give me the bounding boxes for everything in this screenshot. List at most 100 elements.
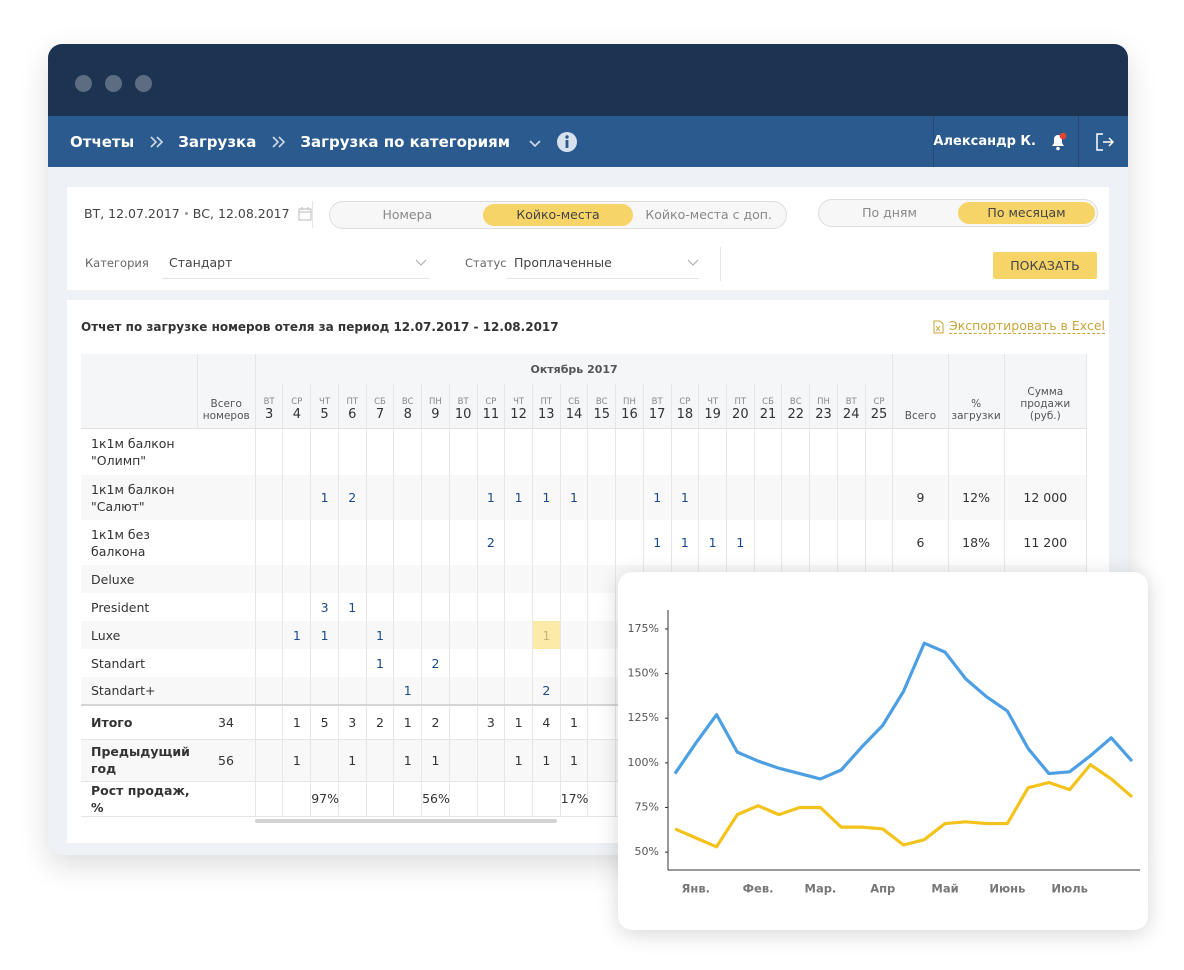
show-button[interactable]: ПОКАЗАТЬ (993, 252, 1097, 279)
table-head: Всего номеров Октябрь 2017 Всего% загрузки… (81, 354, 1088, 429)
day-cell (338, 621, 367, 649)
user-name[interactable]: Александр К. (933, 134, 1036, 149)
day-cell: 5 (310, 705, 339, 740)
weekday: СР (873, 396, 885, 407)
day-cell (532, 565, 561, 593)
row-name: Standart+ (91, 683, 156, 698)
bell-icon[interactable] (1048, 132, 1068, 152)
day-number: 8 (403, 406, 412, 422)
date-range[interactable]: ВТ, 12.07.2017 ВС, 12.08.2017 (84, 206, 312, 221)
sum-cell: 12 000 (1004, 475, 1088, 520)
toggle-option[interactable]: По месяцам (958, 202, 1095, 224)
day-number: 20 (732, 406, 749, 422)
day-cell (338, 520, 367, 565)
window-dot[interactable] (135, 75, 152, 92)
row-name: Standart (91, 655, 146, 671)
day-number: 18 (676, 406, 694, 422)
export-link[interactable]: Экспортировать в Excel (949, 318, 1105, 334)
status-label: Статус (465, 256, 507, 270)
percent-cell (948, 428, 1005, 475)
day-header: СР 4 (282, 384, 312, 429)
day-cell: 1 (671, 475, 700, 520)
day-cell (504, 428, 533, 475)
table-row: 1к1м балкон "Салют" 1 2 1 1 1 1 1 1 9 12% 12 000 (81, 475, 1088, 520)
toggle-option[interactable]: Койко-места с доп. (645, 207, 772, 222)
day-cell: 1 (477, 475, 506, 520)
day-cell (282, 428, 312, 475)
column-header: Всего (892, 354, 949, 429)
day-number: 12 (510, 406, 527, 422)
day-cell: 1 (338, 593, 367, 621)
head-row: ВТ 3 СР 4 ЧТ 5 ПТ 6 СБ 7 ВС 8 ПН 9 ВТ 10 СР 11 ЧТ 12 ПТ 13 СБ 1… (81, 384, 1087, 429)
day-cell (643, 428, 672, 475)
day-cell: 1 (504, 739, 533, 782)
y-tick-label: 175% (628, 622, 659, 635)
crumb[interactable]: Загрузка (178, 132, 257, 151)
day-header: ПТ 6 (338, 384, 367, 429)
day-cell (560, 677, 589, 705)
row-name: Deluxe (91, 571, 135, 587)
day-cell (393, 565, 423, 593)
weekday: ВС (595, 396, 608, 407)
day-cell (477, 428, 506, 475)
logout-icon[interactable] (1095, 132, 1115, 152)
day-cell (809, 520, 838, 565)
day-cell (504, 565, 533, 593)
dropdown-icon[interactable] (528, 139, 542, 149)
day-header: ПН 23 (809, 384, 838, 429)
day-cell: 1 (282, 739, 312, 782)
info-icon[interactable] (556, 131, 578, 153)
day-header: ПН 16 (615, 384, 644, 429)
day-cell (282, 565, 312, 593)
day-cell (477, 677, 506, 705)
day-cell (532, 593, 561, 621)
day-cell (587, 428, 617, 475)
month-header: Октябрь 2017 (255, 354, 894, 384)
day-cell: 56% (421, 781, 450, 817)
day-cell (532, 649, 561, 677)
day-cell: 1 (393, 705, 423, 740)
day-cell (366, 428, 395, 475)
date-sep (184, 212, 188, 215)
toggle-option[interactable]: Койко-места (482, 204, 634, 226)
select-chevron[interactable] (687, 259, 699, 267)
rooms-cell (197, 677, 256, 705)
scrollbar[interactable] (255, 819, 557, 823)
crumb[interactable]: Отчеты (70, 132, 135, 151)
day-cell (587, 475, 617, 520)
underline (507, 278, 699, 279)
day-cell (754, 428, 783, 475)
day-cell (615, 428, 644, 475)
day-cell (754, 475, 783, 520)
window-dot[interactable] (75, 75, 92, 92)
calendar-icon[interactable] (298, 206, 312, 221)
window-dot[interactable] (105, 75, 122, 92)
day-number: 16 (621, 406, 638, 422)
select-chevron[interactable] (415, 259, 427, 267)
day-cell (366, 677, 395, 705)
total-cell (892, 428, 949, 475)
status-select[interactable]: Проплаченные (514, 255, 612, 270)
toggle-option[interactable]: По дням (862, 205, 917, 220)
series-line (673, 641, 1134, 781)
day-cell (338, 677, 367, 705)
day-header: СБ 14 (560, 384, 589, 429)
day-cell: 1 (532, 621, 561, 649)
toggle-option[interactable]: Номера (382, 207, 433, 222)
crumb[interactable]: Загрузка по категориям (300, 132, 511, 151)
day-cell (587, 621, 617, 649)
day-cell (781, 475, 811, 520)
day-cell (504, 649, 533, 677)
day-cell (310, 739, 339, 782)
separator (933, 116, 934, 167)
day-number: 15 (593, 406, 610, 422)
separator (720, 247, 721, 281)
day-cell (366, 565, 395, 593)
row-name: 1к1м балкон "Салют" (91, 481, 175, 514)
day-cell (837, 475, 866, 520)
day-cell: 1 (698, 520, 727, 565)
category-select[interactable]: Стандарт (169, 255, 233, 270)
total-cell: 6 (892, 520, 949, 565)
day-cell (282, 593, 312, 621)
excel-icon[interactable] (933, 320, 944, 334)
